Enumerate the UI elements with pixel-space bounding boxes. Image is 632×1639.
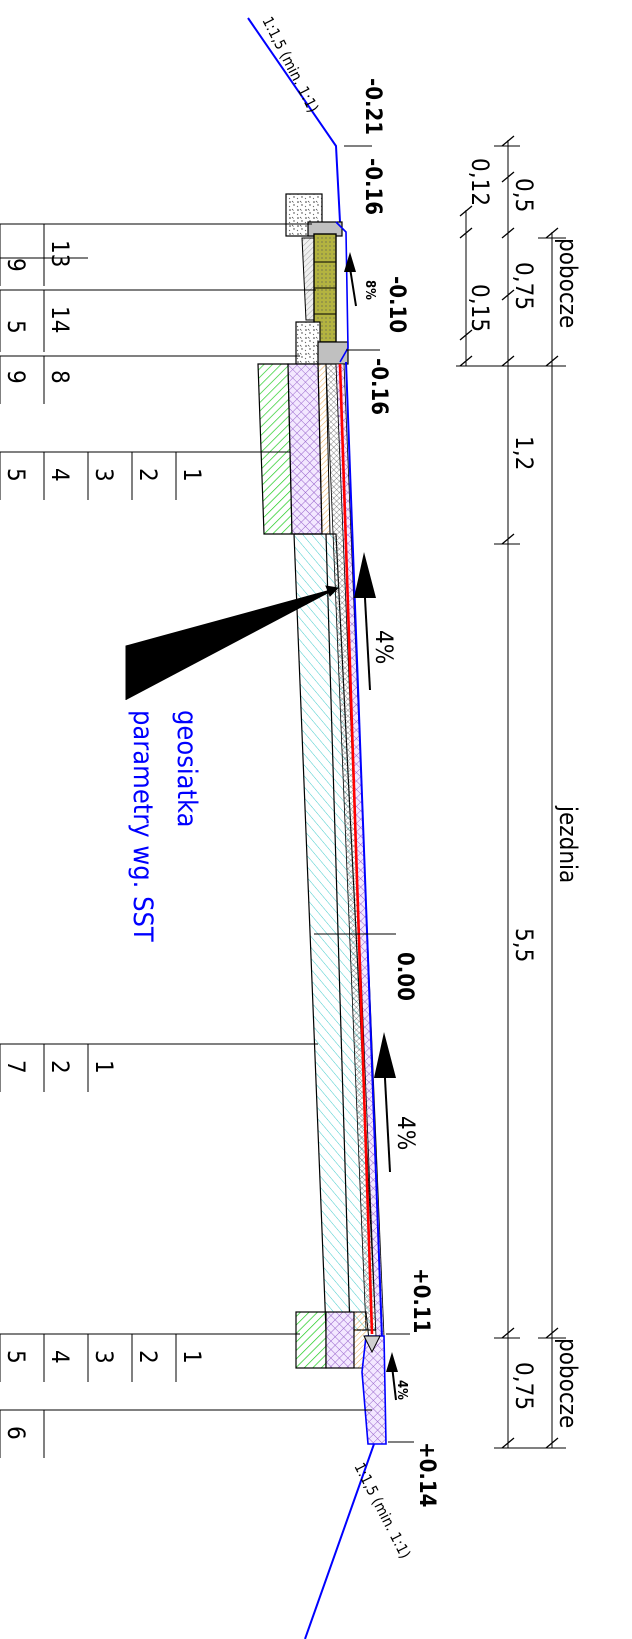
slope-top: [247, 17, 341, 223]
leader-lines: [0, 223, 372, 1411]
table4-cell: 1: [178, 468, 206, 482]
section-pobocze-top: pobocze: [554, 238, 582, 328]
table5-cell: 7: [2, 1060, 30, 1074]
slope-label-top: 1:1,5 (min. 1:1): [258, 14, 322, 116]
note-parameters: parametry wg. SST: [127, 710, 158, 942]
layer-table-1: [0, 224, 88, 286]
table5-cell: 1: [90, 1060, 118, 1074]
dimension-lines: [456, 135, 566, 1449]
table4-cell: 2: [134, 468, 162, 482]
grade-4-percent-b: 4%: [392, 1116, 420, 1150]
grade-arrows: [344, 252, 398, 1401]
layer-table-5: [0, 1044, 89, 1092]
elevation-plus-011: +0.11: [408, 1268, 433, 1333]
table6-cell: 5: [2, 1350, 30, 1364]
elevation-minus-021: -0.21: [360, 78, 385, 135]
elevation-ticks: [314, 145, 414, 1443]
curb-structure-top: [285, 193, 349, 365]
note-geosiatka: geosiatka: [171, 710, 202, 828]
dim-55: 5,5: [510, 928, 538, 962]
slope-bottom: [304, 1443, 375, 1639]
dim-12: 1,2: [510, 436, 538, 470]
table1-top: 13: [46, 240, 74, 267]
pavement-layers-bottom: [295, 1311, 387, 1445]
table2-bottom: 5: [2, 320, 30, 334]
table4-cell: 3: [90, 468, 118, 482]
slope-label-bottom: 1:1,5 (min. 1:1): [350, 1460, 414, 1562]
table4-cell: 4: [46, 468, 74, 482]
layer-table-2: [0, 290, 45, 352]
table6-cell: 2: [134, 1350, 162, 1364]
grade-4-percent-a: 4%: [370, 630, 398, 664]
table3-bottom: 9: [2, 370, 30, 384]
layer-table-7: [0, 1410, 45, 1458]
elevation-minus-016-a: -0.16: [360, 158, 385, 215]
section-pobocze-bottom: pobocze: [554, 1338, 582, 1428]
table2-top: 14: [46, 306, 74, 333]
elevation-plus-014: +0.14: [414, 1442, 439, 1507]
dim-075-bottom: 0,75: [510, 1362, 538, 1410]
table6-cell: 3: [90, 1350, 118, 1364]
table1-bottom: 9: [2, 258, 30, 272]
dim-05: 0,5: [510, 178, 538, 212]
elevation-minus-016-b: -0.16: [366, 358, 391, 415]
table6-cell: 4: [46, 1350, 74, 1364]
elevation-zero: 0.00: [392, 952, 417, 1001]
table6-cell: 1: [178, 1350, 206, 1364]
table4-cell: 5: [2, 468, 30, 482]
pavement-layers-top: [257, 363, 331, 535]
layer-table-3: [0, 356, 45, 404]
layer-table-4: [0, 452, 177, 500]
geogrid-line: [338, 363, 374, 1335]
table5-cell: 2: [46, 1060, 74, 1074]
grade-8-percent: 8%: [362, 280, 377, 300]
table7-cell: 6: [2, 1426, 30, 1440]
elevation-minus-010: -0.10: [384, 276, 409, 333]
dim-015: 0,15: [466, 284, 494, 332]
layer-table-6: [0, 1334, 177, 1382]
dim-075-top: 0,75: [510, 262, 538, 310]
dim-012: 0,12: [466, 158, 494, 206]
table3-top: 8: [46, 370, 74, 384]
road-layers: [293, 361, 385, 1339]
section-jezdnia: jezdnia: [554, 805, 582, 883]
grade-4-percent-c: 4%: [394, 1380, 409, 1400]
